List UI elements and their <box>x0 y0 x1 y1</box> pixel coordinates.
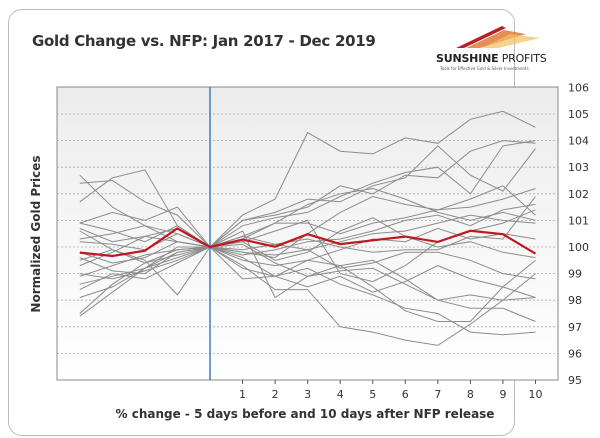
y-tick-label: 96 <box>568 347 582 360</box>
y-tick-label: 100 <box>568 241 589 254</box>
y-tick-label: 105 <box>568 108 589 121</box>
gold-series-line <box>79 110 536 248</box>
y-tick-label: 101 <box>568 214 589 227</box>
sunshine-profits-logo <box>456 26 540 48</box>
x-tick-label: 1 <box>239 388 246 401</box>
logo-name: SUNSHINE PROFITS <box>436 52 547 65</box>
gold-series-line <box>79 196 536 253</box>
x-tick-label: 9 <box>499 388 506 401</box>
y-tick-label: 98 <box>568 294 582 307</box>
x-tick-label: 7 <box>434 388 441 401</box>
gold-series-line <box>79 246 536 298</box>
x-tick-label: 6 <box>402 388 409 401</box>
y-axis-label: Normalized Gold Prices <box>29 155 43 312</box>
y-tick-label: 103 <box>568 161 589 174</box>
x-tick-label: 10 <box>529 388 543 401</box>
gold-series-line <box>79 246 536 346</box>
y-tick-label: 97 <box>568 321 582 334</box>
x-tick-label: 5 <box>369 388 376 401</box>
gold-series-line <box>79 145 536 248</box>
gold-series-line <box>79 140 536 248</box>
average-line <box>79 227 537 258</box>
gold-series-line <box>79 188 536 267</box>
gold-series-line <box>79 140 536 248</box>
logo-tagline: Tools for Effective Gold & Silver Invest… <box>440 66 529 71</box>
y-tick-label: 104 <box>568 135 589 148</box>
chart-title: Gold Change vs. NFP: Jan 2017 - Dec 2019 <box>32 32 376 50</box>
gold-series-line <box>79 225 536 322</box>
gold-series-line <box>79 246 536 336</box>
gold-series-line <box>79 217 536 264</box>
y-tick-label: 102 <box>568 188 589 201</box>
gold-series-line <box>79 214 536 285</box>
y-tick-label: 99 <box>568 268 582 281</box>
x-tick-label: 8 <box>467 388 474 401</box>
x-tick-label: 2 <box>272 388 279 401</box>
gold-series-line <box>79 203 536 277</box>
x-tick-label: 3 <box>304 388 311 401</box>
x-tick-label: 4 <box>337 388 344 401</box>
x-axis-label: % change - 5 days before and 10 days aft… <box>116 407 495 421</box>
y-tick-label: 95 <box>568 374 582 387</box>
y-tick-label: 106 <box>568 81 589 94</box>
